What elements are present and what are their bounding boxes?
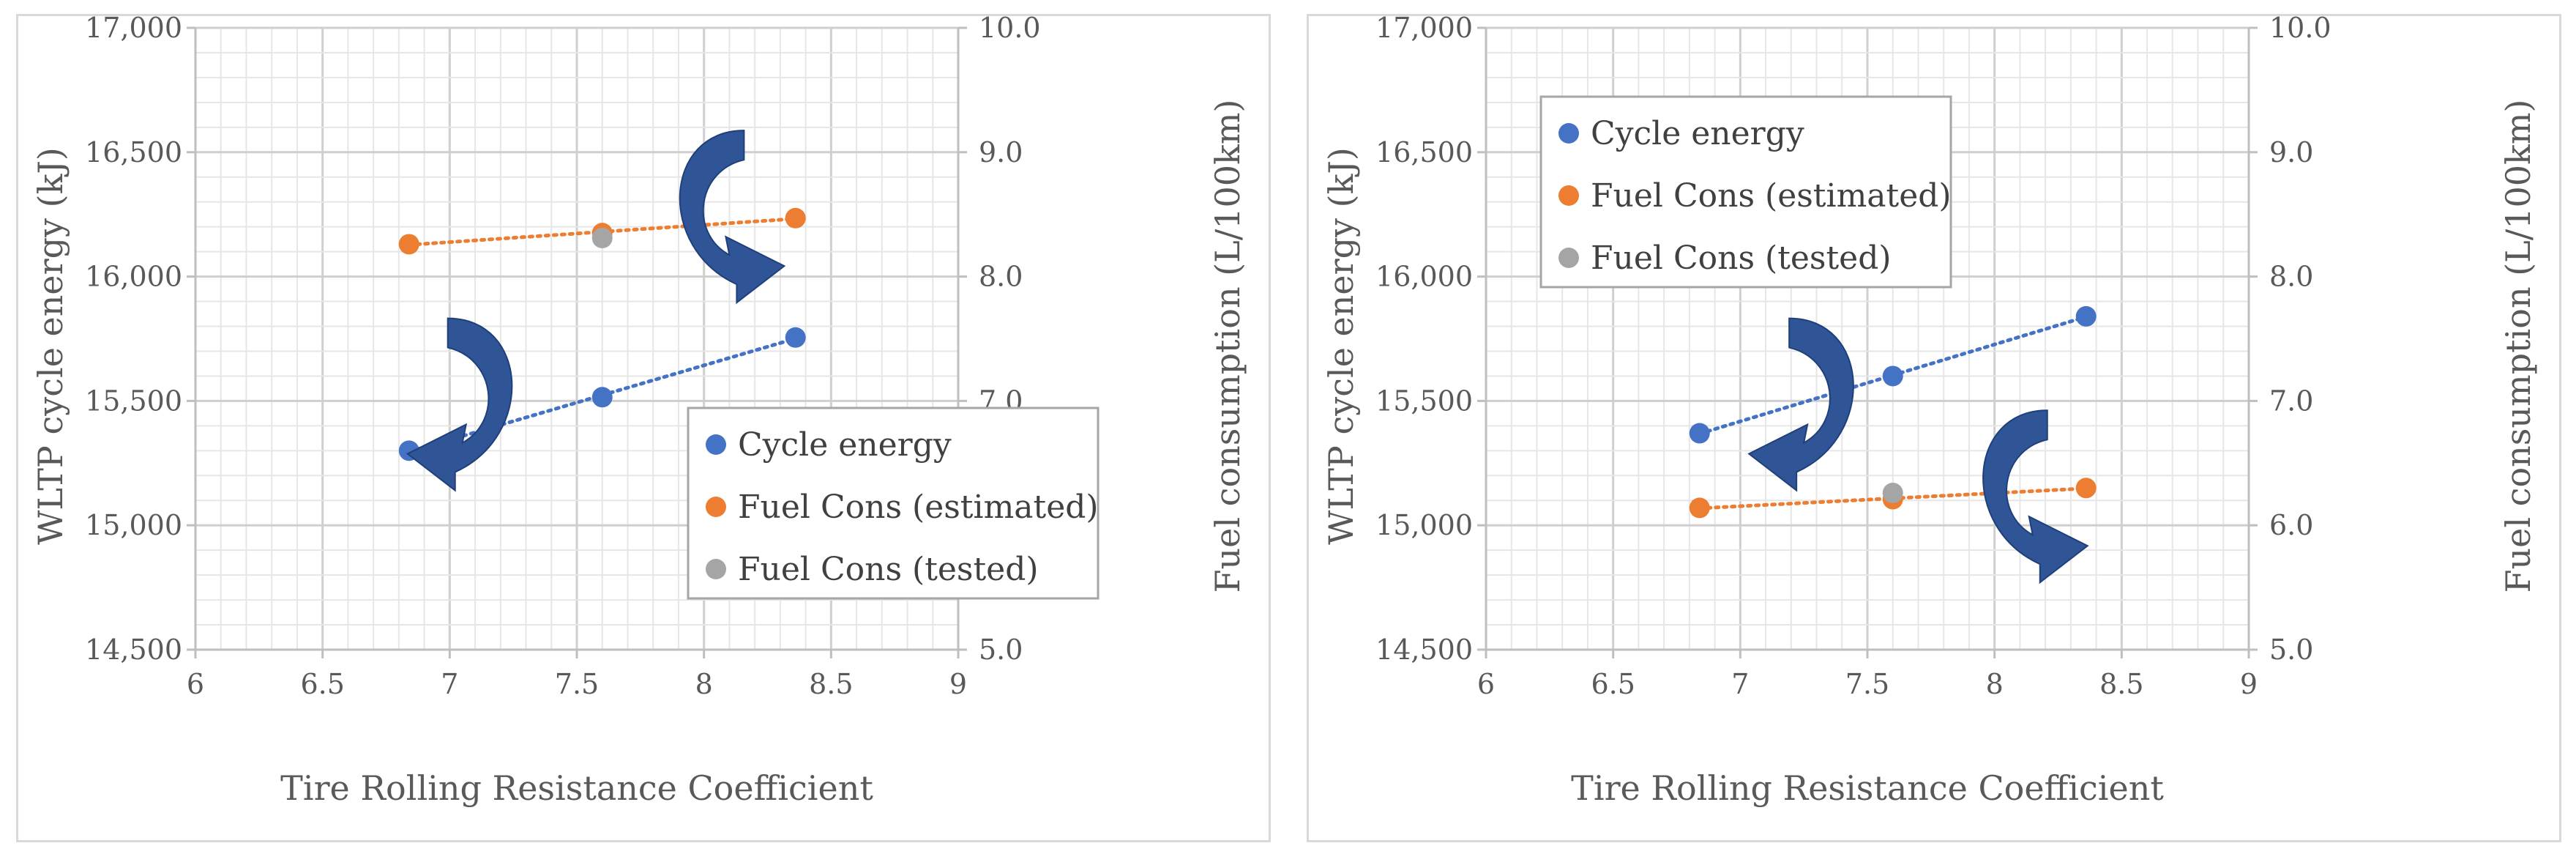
- point-fuel-cons-tested: [591, 227, 613, 248]
- legend-label-cycle-energy: Cycle energy: [1591, 115, 1804, 152]
- x-tick-label: 7.5: [555, 668, 599, 700]
- x-tick-label: 6.5: [1591, 668, 1635, 700]
- x-tick-label: 7.5: [1845, 668, 1889, 700]
- curved-arrow-icon: [406, 317, 513, 492]
- y-tick-label: 16,000: [1375, 261, 1473, 293]
- chart-left: 14,500 15,000 15,500 16,000 16,500 17,000 5.0 6…: [31, 16, 1247, 808]
- legend-marker-cycle-energy: [706, 434, 726, 455]
- y2-tick-label: 10.0: [2269, 16, 2332, 44]
- y2-tick-label: 8.0: [979, 261, 1023, 293]
- legend-label-fuel-cons-tested: Fuel Cons (tested): [738, 551, 1039, 588]
- y-tick-label: 17,000: [1375, 16, 1473, 44]
- chart-right: 14,500 15,000 15,500 16,000 16,500 17,000 5.0 6…: [1321, 16, 2538, 808]
- y-axis-title-left: WLTP cycle energy (kJ): [1321, 147, 1361, 545]
- point-cycle-energy: [2075, 305, 2097, 327]
- point-fuel-cons-estimated: [785, 207, 806, 229]
- y-tick-label: 14,500: [1375, 634, 1473, 666]
- x-tick-label: 8: [1986, 668, 2004, 700]
- y2-tick-label: 9.0: [979, 136, 1023, 168]
- point-cycle-energy: [1689, 423, 1710, 444]
- point-fuel-cons-estimated: [1689, 497, 1710, 519]
- y2-tick-label: 5.0: [2269, 634, 2313, 666]
- arrow-shape: [679, 130, 786, 305]
- y-axis-title-right: Fuel consumption (L/100km): [1208, 100, 1247, 593]
- arrow-shape: [1747, 317, 1854, 492]
- x-axis-title: Tire Rolling Resistance Coefficient: [1571, 768, 2164, 808]
- legend: Cycle energy Fuel Cons (estimated) Fuel Co…: [1539, 95, 1952, 289]
- legend-box: [1539, 95, 1952, 289]
- arrow-shape: [406, 317, 513, 492]
- arrow-shape: [1982, 409, 2089, 584]
- y-axis-title-left: WLTP cycle energy (kJ): [31, 147, 70, 545]
- point-fuel-cons-estimated: [2075, 478, 2097, 499]
- x-tick-label: 6: [187, 668, 204, 700]
- point-cycle-energy: [1882, 365, 1903, 387]
- x-tick-label: 6: [1477, 668, 1495, 700]
- point-fuel-cons-estimated: [398, 234, 419, 255]
- legend-label-fuel-cons-estimated: Fuel Cons (estimated): [738, 489, 1099, 526]
- legend: Cycle energy Fuel Cons (estimated) Fuel Co…: [687, 406, 1100, 600]
- x-tick-label: 6.5: [300, 668, 344, 700]
- y-axis-title-right: Fuel consumption (L/100km): [2498, 100, 2538, 593]
- chart-panel-right: 14,500 15,000 15,500 16,000 16,500 17,000 5.0 6…: [1307, 14, 2561, 842]
- legend-marker-fuel-cons-estimated: [706, 497, 726, 517]
- curved-arrow-icon: [1747, 317, 1854, 492]
- y-tick-label: 15,000: [85, 509, 182, 541]
- y-tick-label: 16,500: [1375, 136, 1473, 168]
- x-tick-label: 7: [1731, 668, 1749, 700]
- point-cycle-energy: [785, 327, 806, 348]
- y-tick-label: 14,500: [85, 634, 182, 666]
- legend-marker-fuel-cons-tested: [706, 559, 726, 579]
- y2-tick-label: 5.0: [979, 634, 1023, 666]
- point-cycle-energy: [591, 387, 613, 408]
- x-tick-label: 9: [949, 668, 967, 700]
- y-tick-label: 16,000: [85, 261, 182, 293]
- legend-marker-fuel-cons-tested: [1558, 248, 1579, 268]
- y2-tick-label: 9.0: [2269, 136, 2313, 168]
- curved-arrow-icon: [1982, 409, 2089, 584]
- curved-arrow-icon: [679, 130, 786, 305]
- x-axis-title: Tire Rolling Resistance Coefficient: [280, 768, 873, 808]
- y2-tick-label: 7.0: [2269, 385, 2313, 417]
- y-tick-label: 17,000: [85, 16, 182, 44]
- legend-label-cycle-energy: Cycle energy: [738, 426, 952, 464]
- x-tick-label: 8.5: [2099, 668, 2143, 700]
- x-tick-label: 9: [2240, 668, 2258, 700]
- y2-tick-label: 10.0: [979, 16, 1041, 44]
- point-fuel-cons-tested: [1882, 483, 1903, 504]
- y-tick-label: 15,000: [1375, 509, 1473, 541]
- legend-marker-fuel-cons-estimated: [1558, 185, 1579, 206]
- chart-panel-left: 14,500 15,000 15,500 16,000 16,500 17,000 5.0 6…: [16, 14, 1271, 842]
- y-tick-label: 16,500: [85, 136, 182, 168]
- x-tick-label: 8.5: [809, 668, 853, 700]
- x-tick-label: 7: [441, 668, 458, 700]
- y-tick-label: 15,500: [1375, 385, 1473, 417]
- legend-label-fuel-cons-tested: Fuel Cons (tested): [1591, 240, 1892, 277]
- legend-marker-cycle-energy: [1558, 123, 1579, 144]
- legend-box: [687, 406, 1100, 600]
- y-tick-label: 15,500: [85, 385, 182, 417]
- legend-label-fuel-cons-estimated: Fuel Cons (estimated): [1591, 177, 1952, 215]
- y2-tick-label: 6.0: [2269, 509, 2313, 541]
- y2-tick-label: 8.0: [2269, 261, 2313, 293]
- x-tick-label: 8: [695, 668, 713, 700]
